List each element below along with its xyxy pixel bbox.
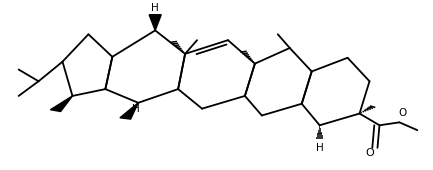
Polygon shape	[149, 15, 161, 30]
Text: O: O	[365, 148, 374, 158]
Text: O: O	[398, 108, 407, 118]
Text: H: H	[316, 143, 323, 153]
Polygon shape	[50, 96, 72, 112]
Text: H: H	[151, 3, 159, 13]
Text: H: H	[132, 104, 140, 114]
Polygon shape	[120, 103, 138, 119]
